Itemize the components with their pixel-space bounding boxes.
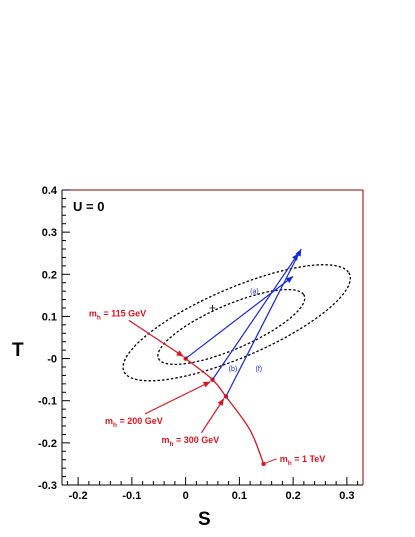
arrow-label: (f) [256, 366, 263, 373]
plot-frame [61, 189, 364, 486]
arrow-label: (b) [229, 366, 238, 373]
confidence-ellipse [157, 288, 306, 366]
model-arrow-head [285, 276, 294, 284]
higgs-curve-line [185, 358, 265, 465]
higgs-label-pointer-shaft [128, 319, 184, 358]
higgs-label-pointer-head [217, 398, 224, 406]
higgs-mass-label: mh = 300 GeV [161, 435, 219, 448]
higgs-mass-label: mh = 115 GeV [89, 308, 146, 321]
arrow-label: (a) [250, 288, 259, 295]
y-tick-label: 0.4 [42, 185, 58, 197]
model-arrow-shaft [212, 252, 299, 380]
y-tick-label: 0.2 [42, 269, 57, 281]
y-tick-label: -0 [47, 354, 57, 366]
model-arrow-head [292, 253, 299, 261]
y-tick-label: 0.3 [42, 227, 57, 239]
corner-annotation: U = 0 [73, 199, 104, 214]
model-arrow-shaft [185, 275, 294, 360]
x-tick-label: -0.2 [69, 490, 88, 502]
model-arrow [185, 275, 294, 360]
higgs-label-pointer [200, 398, 225, 434]
model-arrow-shaft [225, 248, 302, 397]
model-arrow [212, 252, 299, 380]
chart-labels: U = 0 S T [12, 199, 211, 530]
x-axis-title: S [198, 509, 211, 530]
central-value-marker [209, 305, 216, 311]
x-tick-label: 0.3 [339, 490, 354, 502]
y-axis-title: T [12, 340, 24, 361]
higgs-label-pointer [128, 319, 184, 358]
x-tick-label: -0.1 [122, 490, 141, 502]
axis-ticks: -0.2 -0.1 0 0.1 0.2 0.3 -0.3 -0.2 -0.1 -0 0.1 0.2 0.… [38, 185, 359, 502]
higgs-label-pointer-head [176, 350, 184, 357]
higgs-label-pointer [265, 458, 277, 464]
y-tick-label: 0.1 [42, 311, 57, 323]
x-tick-label: 0.1 [232, 490, 247, 502]
higgs-label-pointer-head [202, 381, 211, 388]
model-arrow-head [295, 249, 302, 257]
higgs-mass-label: mh = 1 TeV [280, 454, 326, 467]
confidence-contours [122, 264, 351, 382]
higgs-mass-curve: mh = 115 GeV mh = 200 GeV mh = 300 GeV mh =… [89, 308, 325, 466]
higgs-mass-point [261, 461, 266, 467]
confidence-ellipse [122, 264, 351, 382]
model-arrows: (a) (b) (f) [128, 248, 302, 434]
higgs-label-pointer-shaft [144, 381, 211, 415]
y-tick-label: -0.3 [38, 480, 57, 492]
y-tick-label: -0.2 [38, 438, 57, 450]
x-tick-label: 0 [183, 490, 189, 502]
model-arrow [225, 248, 302, 397]
y-tick-label: -0.1 [38, 396, 57, 408]
higgs-mass-label: mh = 200 GeV [105, 416, 163, 429]
x-tick-label: 0.2 [285, 490, 300, 502]
higgs-label-pointer [144, 381, 211, 415]
